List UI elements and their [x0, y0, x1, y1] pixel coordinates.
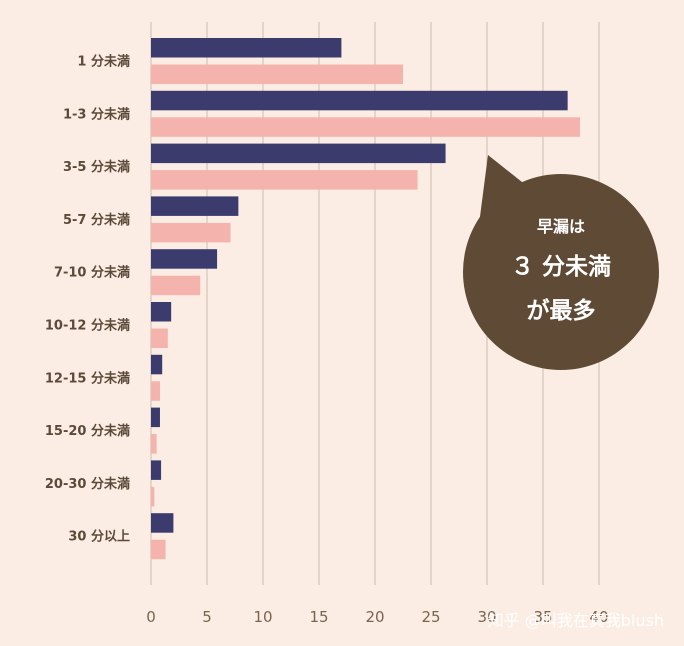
bar-series2-4	[151, 275, 201, 296]
category-label: 7-10 分未満	[54, 265, 130, 281]
category-label: 15-20 分未満	[45, 423, 130, 439]
bar-series2-3	[151, 222, 231, 243]
x-tick-label: 10	[253, 608, 272, 626]
bar-series1-9	[151, 513, 174, 533]
bar-series2-9	[151, 539, 166, 560]
x-tick-label: 20	[365, 608, 384, 626]
category-label: 3-5 分未満	[63, 159, 130, 175]
bar-series2-1	[151, 117, 580, 137]
callout-bubble: 早漏は ３ 分未満 が最多	[463, 155, 659, 370]
bar-series1-4	[151, 249, 218, 269]
bar-series1-5	[151, 302, 172, 322]
callout-line1: 早漏は	[537, 217, 585, 236]
bar-series2-6	[151, 381, 160, 401]
bar-series1-7	[151, 407, 160, 428]
callout-line2: ３ 分未満	[511, 254, 611, 280]
category-label: 12-15 分未満	[45, 370, 130, 386]
x-tick-label: 30	[477, 608, 496, 626]
category-label: 20-30 分未満	[45, 476, 130, 492]
bar-series1-3	[151, 196, 239, 216]
bar-series1-0	[151, 38, 342, 58]
x-tick-label: 40	[589, 608, 608, 626]
x-tick-label: 5	[202, 608, 212, 626]
x-tick-label: 15	[309, 608, 328, 626]
callout-line3: が最多	[527, 297, 596, 324]
bar-series2-0	[151, 64, 403, 84]
x-tick-label: 0	[146, 608, 156, 626]
bar-series1-6	[151, 354, 163, 375]
category-labels: 1 分未満 1-3 分未満 3-5 分未満 5-7 分未満 7-10 分未満 10-12 …	[45, 54, 130, 545]
bar-series1-2	[151, 143, 446, 164]
x-tick-label: 25	[421, 608, 440, 626]
bar-series1-1	[151, 90, 568, 111]
bar-series2-5	[151, 328, 168, 348]
callout-circle	[463, 174, 659, 370]
category-label: 1 分未満	[77, 54, 130, 70]
bar-series2-7	[151, 434, 157, 454]
x-tick-labels: 0 5 10 15 20 25 30 35 40	[146, 608, 608, 626]
category-label: 1-3 分未満	[63, 106, 130, 122]
category-label: 30 分以上	[68, 529, 130, 545]
x-tick-label: 35	[533, 608, 552, 626]
category-label: 10-12 分未満	[45, 318, 130, 334]
bar-series2-8	[151, 486, 155, 507]
bar-series2-2	[151, 170, 418, 190]
watermark: 知乎 @叫我在真我blush	[488, 611, 664, 630]
bars	[151, 38, 580, 560]
category-label: 5-7 分未満	[63, 212, 130, 228]
bar-series1-8	[151, 460, 162, 480]
